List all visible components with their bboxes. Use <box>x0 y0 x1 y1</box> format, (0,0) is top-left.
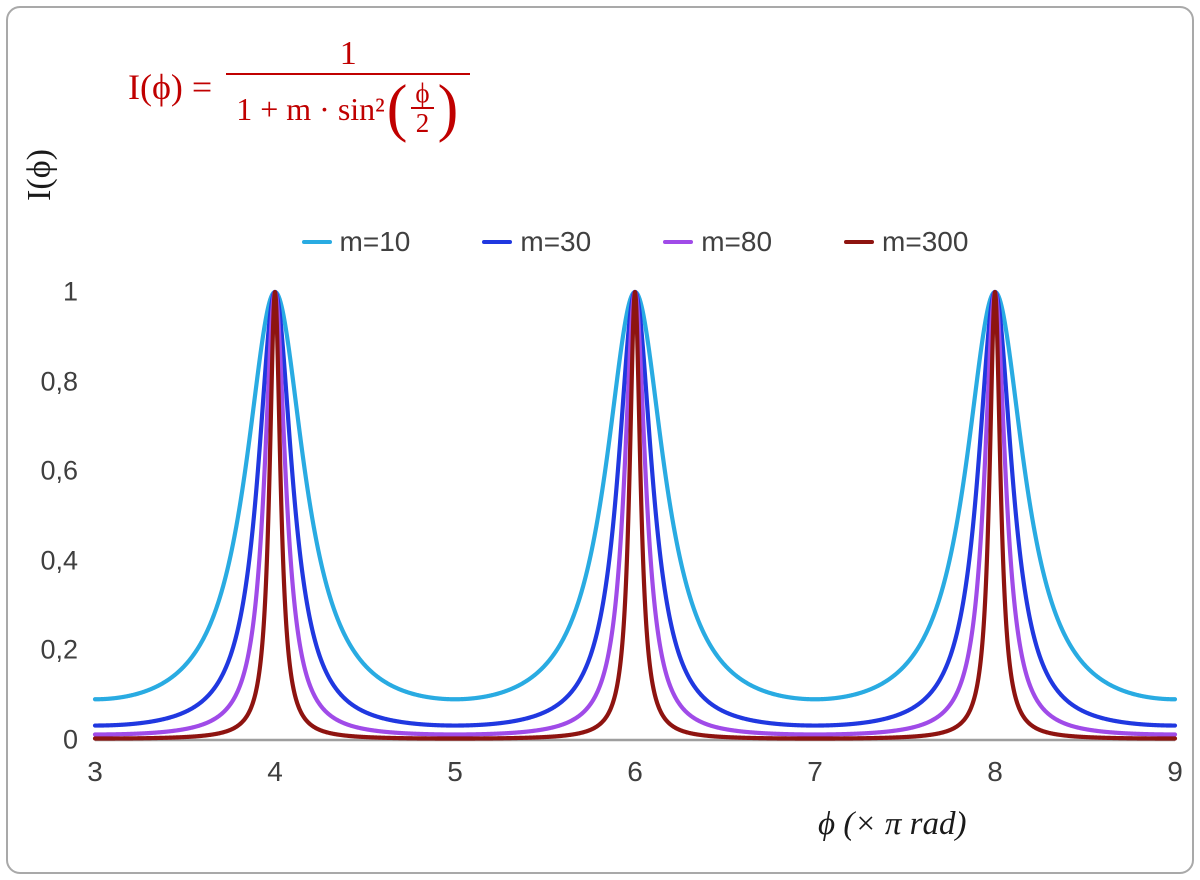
legend: m=10 m=30 m=80 m=300 <box>95 226 1175 258</box>
legend-swatch-m30 <box>482 239 513 245</box>
formula-denominator: 1 + m · sin² ( ϕ 2 ) <box>226 72 471 144</box>
inner-fraction: ϕ 2 <box>411 79 434 139</box>
x-tick-label: 3 <box>87 756 103 787</box>
inner-denominator: 2 <box>415 108 430 139</box>
formula-numerator: 1 <box>339 35 357 72</box>
series-line-m=30 <box>92 289 1178 728</box>
legend-label-m300: m=300 <box>882 226 969 257</box>
y-tick-label: 0 <box>62 724 78 755</box>
legend-swatch-m300 <box>844 239 875 245</box>
legend-label-m30: m=30 <box>520 226 592 257</box>
inner-numerator: ϕ <box>411 79 434 110</box>
legend-item-m10: m=10 <box>301 226 411 258</box>
y-tick-label: 0,2 <box>40 634 78 665</box>
formula-fraction: 1 1 + m · sin² ( ϕ 2 ) <box>226 34 471 144</box>
x-tick-label: 5 <box>447 756 463 787</box>
formula-lhs: I(ϕ) = <box>128 66 213 107</box>
legend-item-m300: m=300 <box>844 226 968 258</box>
legend-swatch-m10 <box>301 239 332 245</box>
close-paren: ) <box>437 72 459 144</box>
y-tick-label: 1 <box>62 276 78 307</box>
series-line-m=300 <box>92 289 1178 741</box>
formula-denominator-prefix: 1 + m · sin² <box>236 90 385 127</box>
x-tick-label: 9 <box>1167 756 1183 787</box>
x-tick-label: 7 <box>807 756 823 787</box>
y-tick-label: 0,6 <box>40 455 78 486</box>
legend-swatch-m80 <box>663 239 694 245</box>
x-axis-ticks: 3 4 5 6 7 8 9 <box>0 756 1200 796</box>
legend-label-m10: m=10 <box>339 226 411 257</box>
formula-annotation: I(ϕ) = 1 1 + m · sin² ( ϕ 2 ) <box>128 34 471 144</box>
y-axis-ticks: 0 0,2 0,4 0,6 0,8 1 <box>0 0 78 880</box>
open-paren: ( <box>386 72 408 144</box>
x-tick-label: 6 <box>627 756 643 787</box>
legend-item-m80: m=80 <box>663 226 772 258</box>
x-axis-title: ϕ (× π rad) <box>818 806 967 842</box>
legend-label-m80: m=80 <box>701 226 773 257</box>
legend-item-m30: m=30 <box>482 226 591 258</box>
x-tick-label: 8 <box>987 756 1003 787</box>
series-line-m=80 <box>92 289 1178 737</box>
x-tick-label: 4 <box>267 756 283 787</box>
y-tick-label: 0,8 <box>40 366 78 397</box>
y-tick-label: 0,4 <box>40 545 78 576</box>
chart-frame <box>6 6 1194 874</box>
